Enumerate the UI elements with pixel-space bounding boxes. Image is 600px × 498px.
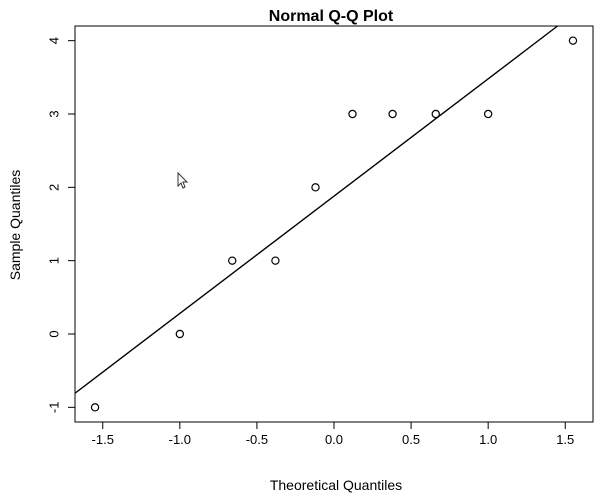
data-point	[568, 36, 578, 45]
data-point	[90, 403, 100, 412]
y-axis-label: Sample Quantiles	[7, 170, 23, 281]
x-tick-label: 1.5	[556, 432, 574, 447]
data-point	[388, 109, 397, 119]
y-tick-label: -1	[46, 402, 61, 414]
y-tick-label: 4	[46, 37, 61, 44]
y-tick-label: 3	[46, 110, 61, 117]
data-point	[271, 256, 280, 265]
y-tick-label: 0	[46, 330, 61, 337]
plot-frame	[74, 25, 594, 423]
x-tick-label: 0.0	[325, 432, 343, 447]
data-point	[311, 183, 320, 192]
chart-title: Normal Q-Q Plot	[269, 8, 394, 25]
data-point	[431, 109, 440, 119]
x-tick-label: 0.5	[402, 432, 420, 447]
data-point	[175, 329, 185, 339]
data-point	[228, 256, 237, 265]
data-points	[90, 36, 578, 412]
reference-line-group	[74, 25, 558, 394]
y-tick-label: 2	[46, 184, 61, 191]
qq-reference-line	[74, 25, 558, 394]
data-point	[483, 109, 493, 119]
y-tick-label: 1	[46, 257, 61, 264]
x-tick-label: -0.5	[246, 432, 268, 447]
x-axis-label: Theoretical Quantiles	[270, 477, 402, 493]
y-axis: -1 0 1 2 3 4	[46, 37, 76, 414]
x-tick-label: 1.0	[479, 432, 497, 447]
x-axis: -1.5 -1.0 -0.5 0.0 0.5 1.0 1.5	[92, 421, 574, 447]
x-tick-label: -1.0	[169, 432, 191, 447]
data-point	[348, 109, 357, 119]
mouse-cursor-icon	[177, 171, 189, 189]
x-tick-label: -1.5	[92, 432, 114, 447]
